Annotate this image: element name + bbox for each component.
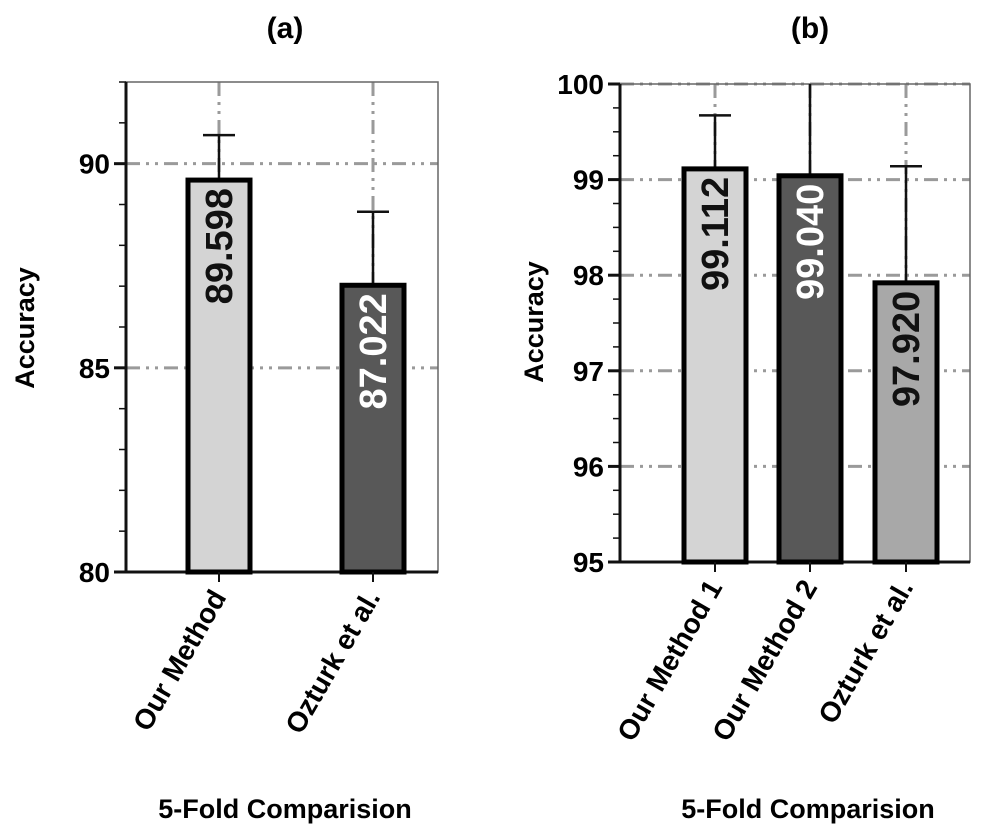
x-tick-label: Ozturk et al. [812, 575, 919, 729]
bar [185, 177, 253, 575]
data-label: 97.920 [886, 291, 928, 407]
y-tick-label: 95 [573, 547, 604, 578]
chart-panel-a: (a) Accuracy 5-Fold Comparision 80 85 90 89… [10, 12, 439, 824]
data-label: 99.040 [790, 184, 832, 300]
chart-panel-b: (b) Accuracy 5-Fold Comparision 95 96 97 98… [519, 12, 971, 824]
y-axis-label: Accuracy [519, 261, 549, 383]
y-tick-label: 98 [573, 260, 604, 291]
bar [776, 173, 844, 565]
data-label: 89.598 [199, 188, 241, 304]
y-tick-label: 85 [79, 353, 110, 384]
y-axis-label: Accuracy [10, 267, 40, 389]
y-tick-label: 96 [573, 451, 604, 482]
y-tick-label: 100 [557, 69, 604, 100]
x-tick-label: Our Method 2 [706, 575, 823, 747]
data-label: 99.112 [695, 177, 737, 291]
x-axis-label: 5-Fold Comparision [158, 794, 412, 824]
x-tick-label: Our Method 1 [611, 575, 728, 747]
x-tick-label: Ozturk et al. [279, 585, 386, 739]
chart-title: (a) [267, 12, 304, 45]
data-label: 87.022 [353, 293, 395, 409]
bar [681, 166, 749, 565]
y-tick-label: 97 [573, 356, 604, 387]
x-axis-label: 5-Fold Comparision [681, 794, 935, 824]
chart-title: (b) [791, 12, 829, 45]
y-tick-label: 80 [79, 557, 110, 588]
y-tick-label: 99 [573, 165, 604, 196]
y-tick-label: 90 [79, 149, 110, 180]
x-tick-label: Our Method [127, 585, 232, 737]
